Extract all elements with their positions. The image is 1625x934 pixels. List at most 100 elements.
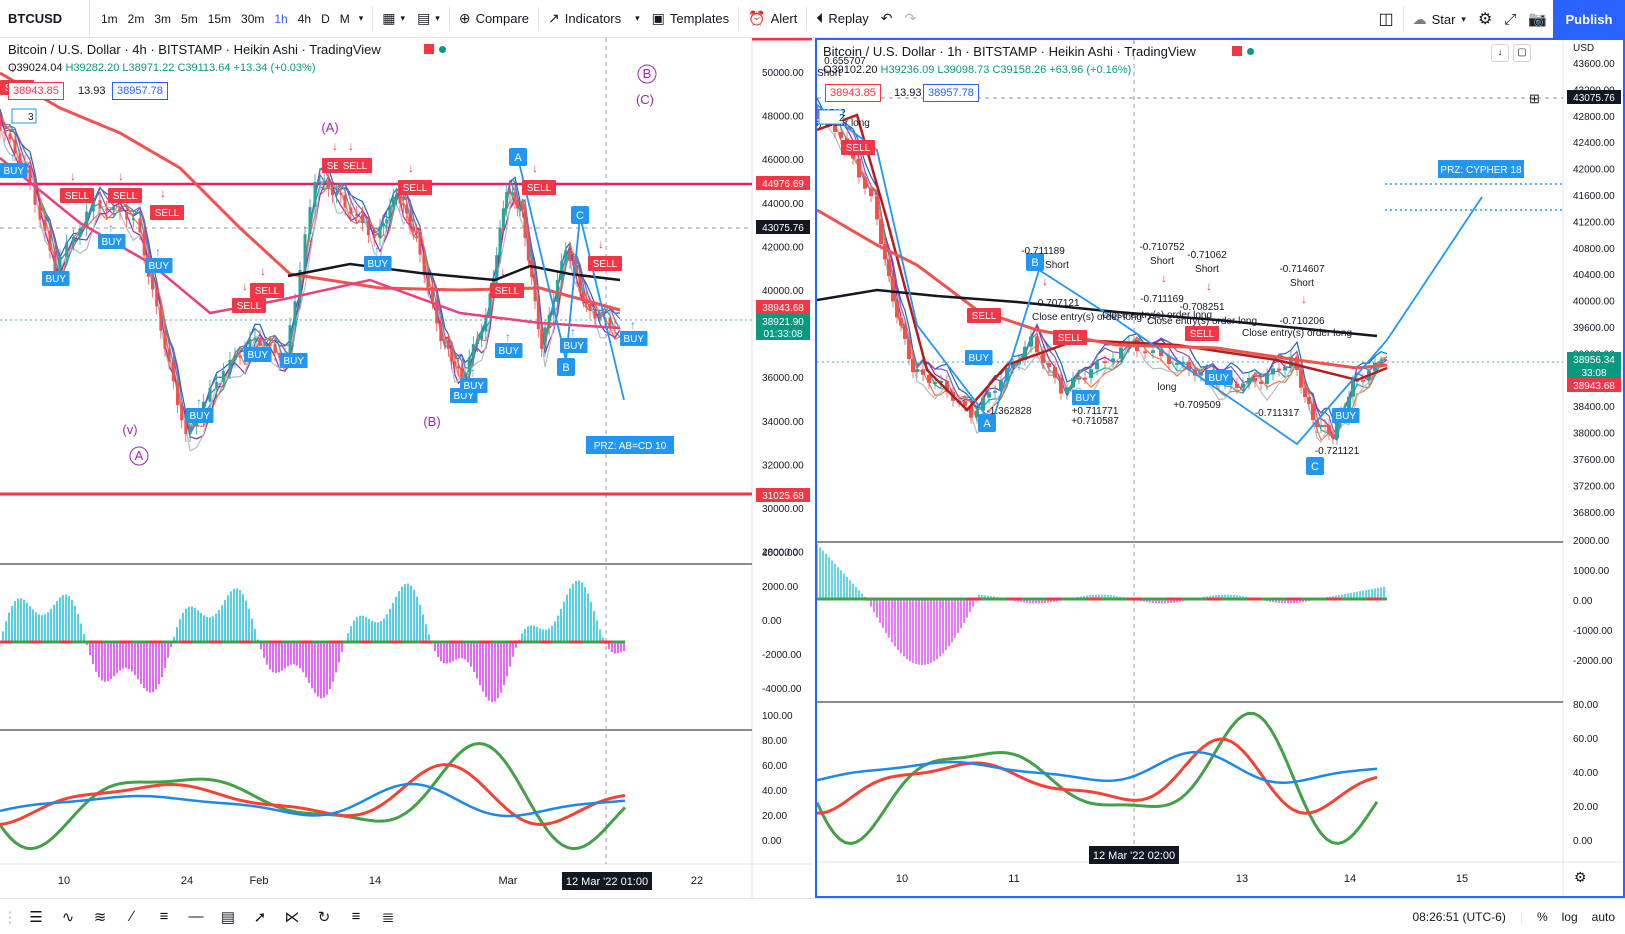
interval-5m[interactable]: 5m	[181, 11, 198, 26]
sell-price-box[interactable]: 38943.85	[825, 84, 881, 102]
pattern-point-bg	[557, 358, 575, 376]
interval-m[interactable]: M	[339, 11, 350, 26]
xabcd-icon[interactable]: ⋉	[284, 908, 300, 926]
trade-annotation: -0.707121	[1034, 298, 1079, 309]
left-chart-canvas[interactable]: 50000.00 48000.00 46000.00 44000.00 42000.00…	[0, 38, 812, 898]
interval-4h[interactable]: 4h	[297, 11, 312, 26]
layout-icon: ◫	[1378, 11, 1394, 28]
pitchfork-icon[interactable]: ≣	[381, 908, 395, 926]
ray-icon[interactable]: ➚	[253, 908, 267, 926]
price-tick: 41200.00	[1573, 217, 1615, 228]
buy-signal: BUY	[283, 356, 304, 367]
drag-handle-icon[interactable]: ⋮	[2, 908, 18, 926]
candle-body	[159, 306, 163, 331]
indicators-button[interactable]: ↗ Indicators ▾	[542, 0, 646, 38]
undo-button[interactable]: ↶	[875, 0, 899, 38]
ohlc-high: H39236.09	[880, 64, 935, 76]
sell-signal: SELL	[113, 191, 138, 202]
rsi-tick: 60.00	[1573, 734, 1598, 745]
bar-type-button[interactable]: ▤ ▾	[411, 0, 446, 38]
ohlc-open: O39024.04	[8, 62, 63, 74]
right-chart-canvas[interactable]: USD43600.0043200.0042800.0042400.0042000…	[817, 40, 1623, 896]
settings-button[interactable]: ⚙	[1472, 0, 1498, 38]
redo-button[interactable]: ↷	[899, 0, 923, 38]
compare-button[interactable]: ⊕ Compare	[453, 0, 535, 38]
pattern-point-label: B	[562, 362, 569, 374]
templates-button[interactable]: ▣ Templates	[646, 0, 735, 38]
candle-body	[450, 348, 454, 362]
log-toggle[interactable]: log	[1561, 910, 1578, 924]
sell-signal-bg	[1053, 330, 1087, 345]
candle-body	[536, 301, 540, 330]
trend-line-icon[interactable]: ∕	[130, 908, 134, 925]
interval-2m[interactable]: 2m	[127, 11, 145, 26]
interval-15m[interactable]: 15m	[207, 11, 232, 26]
trade-annotation: -0.710206	[1279, 316, 1324, 327]
pattern-icon[interactable]: ∿	[61, 908, 75, 926]
candle-body	[1041, 352, 1045, 364]
candle-body	[1379, 362, 1383, 364]
candle-body	[598, 317, 602, 320]
candle-body	[987, 392, 991, 398]
candle-body	[999, 380, 1003, 391]
prz-label: PRZ: AB=CD 10	[594, 441, 667, 452]
chevron-down-icon[interactable]: ▾	[358, 13, 364, 23]
buy-price-box[interactable]: 38957.78	[112, 82, 168, 100]
percent-toggle[interactable]: %	[1536, 910, 1548, 924]
menu-icon[interactable]: ☰	[29, 908, 43, 926]
sell-price-box[interactable]: 38943.85	[8, 82, 64, 100]
trade-annotation: 0.655707	[824, 56, 866, 67]
trade-annotation: long	[1158, 382, 1177, 393]
candle-body	[273, 344, 277, 354]
candle-body	[439, 323, 443, 342]
star-button[interactable]: ☁ Star ▾	[1407, 0, 1472, 38]
pattern-point-label: A	[983, 418, 991, 430]
clock-time[interactable]: 08:26:51 (UTC-6)	[1412, 910, 1506, 924]
wave-label: (B)	[423, 414, 440, 429]
bar-style-button[interactable]: ▦ ▾	[376, 0, 411, 38]
interval-1m[interactable]: 1m	[101, 11, 118, 26]
maximize-button[interactable]: ▢	[1513, 44, 1531, 62]
fib-icon[interactable]: ≡	[159, 908, 169, 925]
price-tick: 42000.00	[1573, 165, 1615, 176]
symbol-search[interactable]: BTCUSD	[0, 0, 90, 38]
candle-body	[125, 211, 129, 220]
candle-body	[98, 200, 102, 209]
scroll-down-button[interactable]: ↓	[1491, 44, 1509, 62]
horizontal-line-icon[interactable]: —	[188, 908, 204, 925]
layout-button[interactable]: ◫	[1372, 0, 1399, 38]
interval-d[interactable]: D	[321, 11, 330, 26]
sell-signal: SELL	[495, 286, 520, 297]
replay-button[interactable]: ⏴ Replay	[810, 0, 874, 38]
gear-icon: ⚙	[1477, 11, 1493, 28]
left-chart-pane[interactable]: 50000.00 48000.00 46000.00 44000.00 42000.00…	[0, 38, 812, 898]
alert-button[interactable]: ⏰ Alert	[742, 0, 803, 38]
candle-body	[105, 208, 109, 211]
candle-body	[1361, 379, 1365, 382]
price-label-bg	[1567, 352, 1621, 366]
interval-3m[interactable]: 3m	[154, 11, 172, 26]
cycle-icon[interactable]: ↻	[317, 908, 331, 926]
bars-tool-icon[interactable]: ▤	[220, 908, 236, 926]
price-tick: 46000.00	[762, 155, 804, 166]
fullscreen-button[interactable]: ⤢	[1498, 0, 1522, 38]
macd-tick: 1000.00	[1573, 566, 1610, 577]
interval-1h[interactable]: 1h	[274, 11, 288, 26]
right-chart-pane[interactable]: USD43600.0043200.0042800.0042400.0042000…	[815, 38, 1625, 898]
candle-body	[163, 330, 167, 349]
channel-icon[interactable]: ≡	[351, 908, 361, 925]
flag-icon[interactable]	[1232, 46, 1242, 56]
flag-icon[interactable]	[424, 44, 434, 54]
auto-toggle[interactable]: auto	[1591, 910, 1615, 924]
elliott-wave-icon[interactable]: ≋	[93, 908, 107, 926]
snapshot-button[interactable]: 📷	[1522, 0, 1553, 38]
buy-signal: BUY	[463, 381, 484, 392]
candle-body	[228, 360, 232, 372]
interval-30m[interactable]: 30m	[241, 11, 265, 26]
publish-button[interactable]: Publish	[1553, 0, 1625, 38]
time-tick: 10	[58, 875, 70, 887]
candle-body	[221, 371, 225, 382]
buy-price-box[interactable]: 38957.78	[923, 84, 979, 102]
candle-body	[1247, 378, 1251, 384]
buy-signal-bg	[1205, 370, 1233, 385]
